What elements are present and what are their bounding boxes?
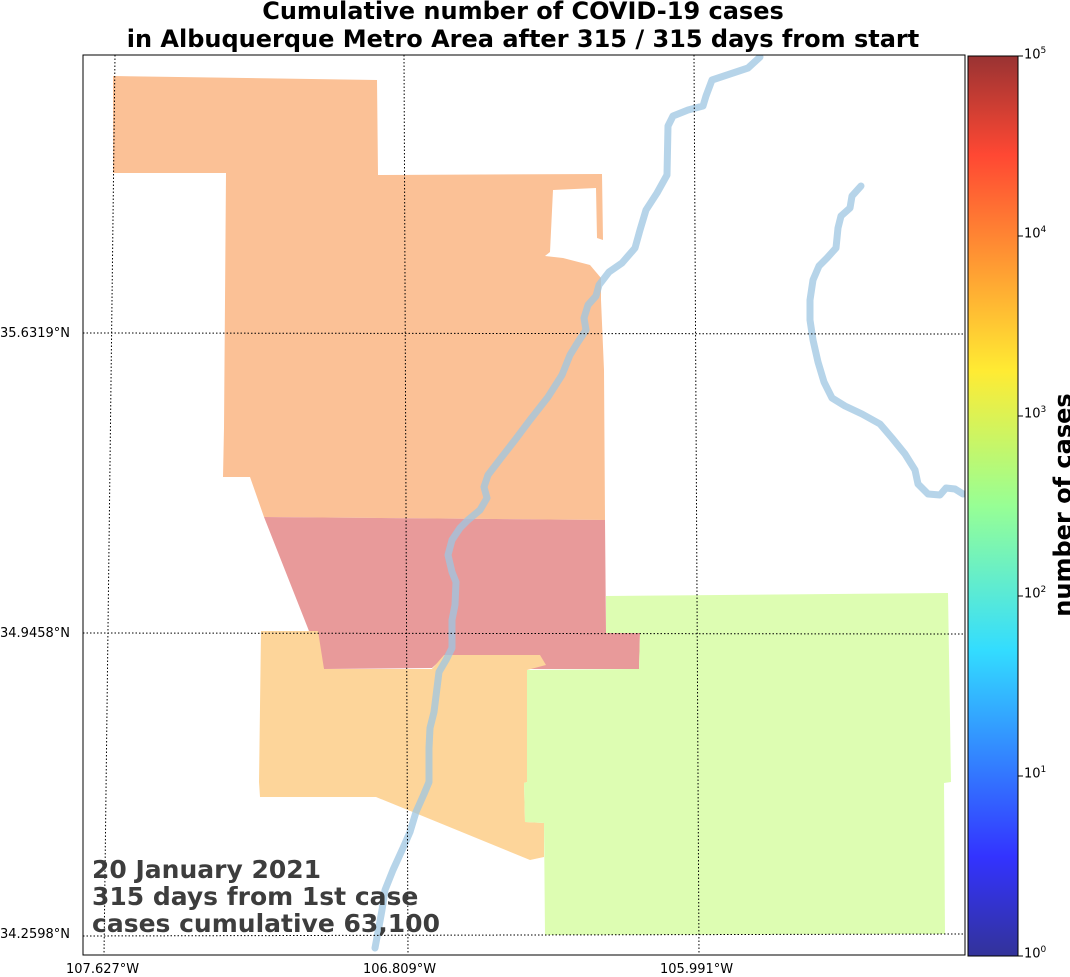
river-rio-grande xyxy=(371,55,764,952)
colorbar-tick-label: 103 xyxy=(1024,405,1047,422)
colorbar-gradient xyxy=(968,56,1018,956)
colorbar-label: number of cases xyxy=(1049,393,1070,617)
map-frame xyxy=(82,54,966,956)
lon-tick-label: 105.991°W xyxy=(660,962,734,977)
colorbar-ticks xyxy=(1018,55,1023,957)
annotation-days: 315 days from 1st case xyxy=(92,882,419,911)
region-center xyxy=(264,517,640,669)
colorbar-tick-label: 102 xyxy=(1024,585,1047,602)
lat-tick-label: 34.9458°N xyxy=(0,626,70,641)
lat-tick-label: 35.6319°N xyxy=(0,326,70,341)
region-north xyxy=(113,76,605,520)
chart-title-line-1: Cumulative number of COVID-19 cases xyxy=(262,0,784,25)
map-gridlines xyxy=(82,54,966,956)
annotation-date: 20 January 2021 xyxy=(92,855,322,884)
colorbar-tick-label: 105 xyxy=(1024,46,1047,63)
colorbar-tick-label: 104 xyxy=(1024,225,1047,242)
map-regions xyxy=(113,55,965,952)
chart-title-line-2: in Albuquerque Metro Area after 315 / 31… xyxy=(126,25,920,53)
region-southwest xyxy=(259,631,546,860)
region-southeast xyxy=(524,593,951,935)
lon-tick-label: 106.809°W xyxy=(363,962,437,977)
lon-tick-label: 107.627°W xyxy=(66,962,140,977)
lat-tick-label: 34.2598°N xyxy=(0,927,70,942)
river-pecos xyxy=(806,182,965,499)
colorbar-tick-label: 101 xyxy=(1024,765,1047,782)
colorbar-frame xyxy=(967,55,1019,957)
colorbar-tick-label: 100 xyxy=(1024,945,1047,962)
annotation-cases: cases cumulative 63,100 xyxy=(92,909,440,938)
